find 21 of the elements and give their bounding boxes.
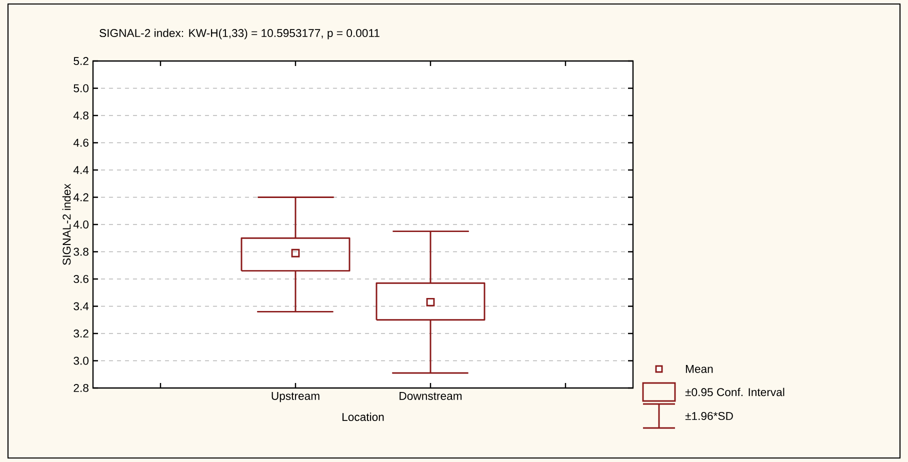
y-tick-label: 5.0 bbox=[74, 84, 89, 92]
chart-title: SIGNAL-2 index: KW-H(1,33) = 10.5953177, p = 0.0011 bbox=[100, 28, 380, 40]
y-tick-label: 4.6 bbox=[73, 138, 88, 147]
x-axis-title: Location bbox=[342, 412, 384, 421]
x-tick-label: Downstream bbox=[400, 392, 462, 400]
y-tick-label: 4.4 bbox=[73, 166, 89, 174]
y-tick-label: 2.8 bbox=[74, 384, 88, 392]
text: ±1.96*SD bbox=[685, 412, 733, 420]
y-tick-label: 3.2 bbox=[74, 330, 88, 338]
y-tick-label: 3.8 bbox=[74, 248, 88, 256]
y-tick-label: 4.0 bbox=[73, 220, 89, 229]
y-tick-label: 3.0 bbox=[74, 356, 89, 365]
y-tick-label: 4.8 bbox=[73, 112, 88, 120]
y-tick-label: 3.6 bbox=[74, 275, 88, 284]
text: ±0.95 Conf. Interval bbox=[685, 388, 784, 396]
text: Mean bbox=[686, 365, 713, 373]
y-axis-title: SIGNAL-2 index bbox=[62, 184, 71, 265]
y-tick-label: 5.2 bbox=[74, 57, 88, 66]
x-tick-label: Upstream bbox=[272, 392, 320, 402]
y-tick-label: 3.4 bbox=[74, 302, 89, 310]
y-tick-label: 4.2 bbox=[73, 193, 88, 202]
